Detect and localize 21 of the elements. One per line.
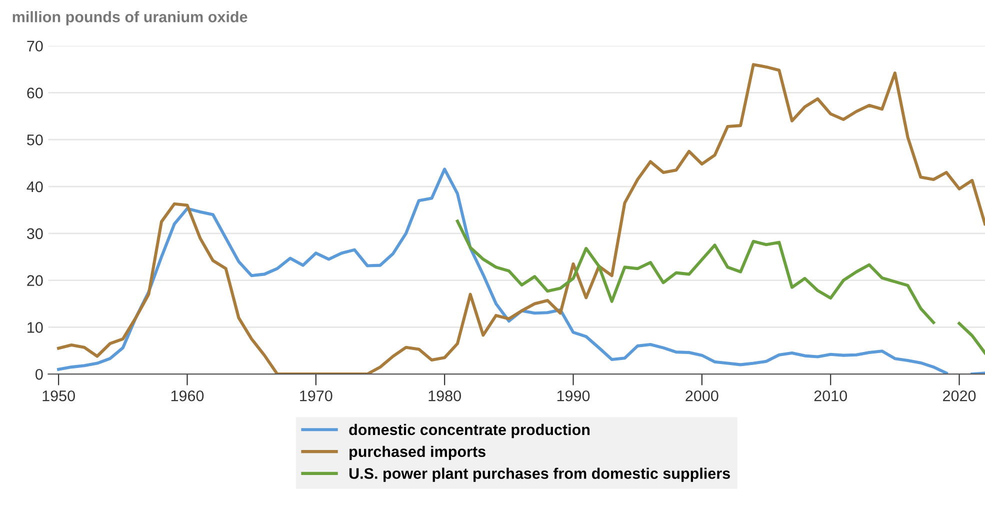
- x-tick-label: 1970: [300, 390, 332, 402]
- y-tick-label: 50: [27, 134, 43, 146]
- legend-label: U.S. power plant purchases from domestic suppliers: [349, 468, 730, 482]
- x-tick-label: 1960: [171, 390, 204, 402]
- y-tick-label: 0: [36, 368, 43, 380]
- x-tick-label: 2020: [943, 390, 976, 402]
- y-tick-label: 70: [27, 40, 43, 52]
- y-tick-label: 10: [28, 322, 43, 333]
- x-tick-label: 1990: [557, 390, 590, 402]
- legend-label: purchased imports: [350, 446, 486, 460]
- line-series: [57, 63, 985, 374]
- y-tick-label: 60: [27, 88, 43, 98]
- x-tick-label: 2010: [814, 390, 847, 402]
- y-tick-label: 40: [26, 181, 43, 192]
- x-tick-label: 2000: [686, 390, 718, 402]
- legend-label: domestic concentrate production: [349, 424, 590, 438]
- y-tick-label: 20: [27, 275, 43, 286]
- y-tick-label: 30: [26, 228, 43, 240]
- x-tick-label: 1950: [42, 390, 75, 402]
- x-tick-label: 1980: [428, 390, 461, 402]
- y-axis-title: million pounds of uranium oxide: [12, 11, 248, 26]
